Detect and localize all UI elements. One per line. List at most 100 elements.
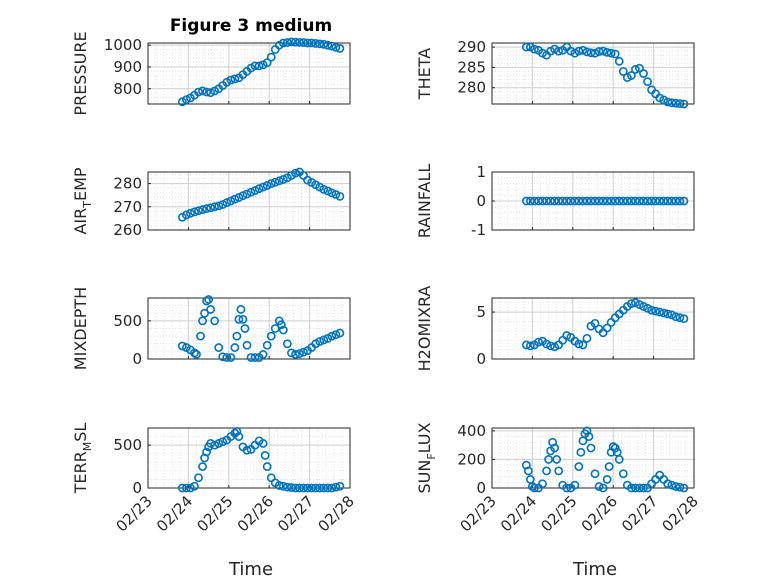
data-point — [602, 475, 612, 484]
data-point — [181, 483, 191, 493]
x-tick-label: 02/24 — [497, 492, 540, 535]
data-point — [659, 196, 669, 206]
data-point — [675, 99, 685, 108]
data-point — [598, 483, 608, 493]
axes-box — [491, 297, 695, 360]
y-tick-label: 400 — [457, 422, 486, 440]
data-point — [192, 350, 201, 359]
data-point — [635, 483, 644, 493]
data-point — [291, 37, 300, 47]
data-point — [250, 186, 260, 195]
data-point — [266, 52, 276, 62]
data-point — [258, 350, 268, 359]
data-point — [602, 196, 612, 206]
y-tick-label: 285 — [457, 58, 486, 76]
data-point — [181, 95, 191, 105]
data-point — [190, 481, 199, 491]
data-point — [651, 306, 661, 316]
data-point — [335, 328, 345, 338]
subplot-2: 280 285 290 THETA — [415, 38, 695, 109]
data-point — [655, 470, 665, 480]
data-point — [291, 350, 300, 359]
data-point — [278, 38, 288, 48]
data-point — [270, 324, 280, 333]
data-point — [586, 443, 596, 453]
data-point — [610, 443, 620, 453]
data-point — [538, 479, 547, 489]
subplot-4: -1 0 1 RAINFALL — [415, 163, 695, 239]
data-point — [667, 98, 677, 108]
data-point — [582, 333, 592, 343]
data-point — [679, 314, 689, 324]
data-point — [240, 324, 250, 333]
data-point — [679, 483, 689, 493]
y-axis-label: RAINFALL — [415, 164, 434, 239]
data-point — [274, 176, 284, 186]
data-point — [639, 69, 648, 78]
data-point — [315, 337, 325, 346]
data-point — [194, 206, 203, 216]
data-point — [562, 483, 572, 493]
data-point — [327, 483, 337, 493]
subplot-5: 0 500 MIXDEPTH — [71, 287, 351, 370]
data-point — [274, 481, 284, 490]
data-point — [331, 42, 341, 52]
data-point — [558, 196, 568, 206]
x-tick-label: 02/27 — [274, 492, 317, 535]
data-point — [610, 49, 620, 59]
data-point — [643, 196, 652, 206]
data-point — [594, 482, 604, 491]
data-point — [315, 39, 325, 49]
y-axis-label: TERRMSL — [71, 423, 94, 495]
data-point — [242, 189, 252, 199]
data-point — [266, 179, 276, 188]
data-point — [323, 483, 333, 493]
data-point — [303, 483, 312, 493]
axes-box — [491, 427, 695, 489]
data-point — [331, 190, 341, 199]
y-axis-label: AIRTEMP — [71, 167, 94, 234]
data-point — [578, 45, 588, 55]
data-point — [210, 440, 220, 450]
data-point — [198, 462, 207, 471]
y-tick-label: 900 — [113, 58, 142, 76]
data-point — [578, 340, 588, 350]
data-point — [278, 481, 288, 491]
y-axis-label: SUNFLUX — [415, 422, 438, 493]
data-point — [295, 37, 304, 47]
data-point — [186, 483, 195, 493]
x-tick-label: 02/28 — [659, 492, 702, 535]
data-point — [254, 184, 264, 194]
x-tick-label: 02/25 — [537, 492, 580, 535]
data-point — [530, 483, 539, 493]
data-point — [631, 483, 640, 493]
data-point — [598, 46, 608, 56]
data-point — [335, 191, 345, 201]
data-point — [319, 184, 329, 194]
data-point — [663, 309, 673, 319]
data-point — [618, 469, 628, 479]
data-point — [311, 483, 321, 493]
subplot-8: 0 200 400 SUNFLUX 02/2302/2402/2502/2602/270… — [415, 422, 702, 536]
data-point — [250, 61, 260, 71]
data-point — [530, 196, 539, 206]
data-point — [521, 196, 531, 206]
data-point — [198, 316, 207, 326]
data-point — [226, 75, 236, 85]
data-point — [576, 447, 586, 457]
data-point — [230, 74, 240, 84]
y-axis-label: MIXDEPTH — [71, 287, 90, 370]
data-point — [635, 196, 644, 206]
data-point — [550, 443, 560, 453]
data-point — [236, 305, 246, 314]
axes-box — [147, 171, 351, 231]
data-point — [214, 343, 224, 352]
data-point — [675, 196, 685, 206]
data-point — [327, 188, 337, 198]
y-tick-label: 500 — [113, 312, 142, 330]
data-point — [631, 65, 640, 74]
figure-title: Figure 3 medium — [170, 16, 332, 36]
x-tick-label: 02/23 — [457, 492, 500, 535]
y-tick-label: 0 — [132, 479, 142, 497]
data-point — [570, 480, 580, 490]
